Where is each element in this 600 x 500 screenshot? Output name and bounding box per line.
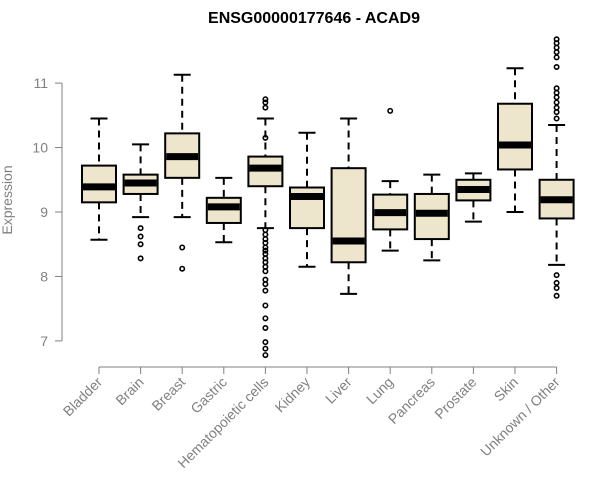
box-group: [122, 143, 159, 262]
outlier-point: [262, 247, 269, 254]
outlier-point: [387, 107, 394, 114]
iqr-box: [497, 102, 533, 171]
iqr-box: [330, 167, 367, 264]
outlier-point: [137, 225, 144, 232]
x-tick-label: Brain: [112, 374, 146, 408]
outlier-point: [262, 302, 269, 309]
box-group: [455, 172, 492, 223]
box-group: [289, 131, 325, 268]
x-tick-label: Lung: [363, 374, 396, 407]
outlier-point: [553, 279, 560, 286]
outlier-point: [137, 255, 144, 262]
outlier-point: [262, 315, 269, 322]
y-tick-label: 10: [32, 140, 48, 156]
y-tick-label: 7: [40, 333, 48, 349]
outlier-point: [262, 352, 269, 359]
outlier-point: [262, 268, 269, 275]
x-tick-label: Unknown / Other: [477, 374, 563, 460]
outlier-point: [553, 109, 560, 116]
outlier-point: [553, 285, 560, 292]
box-group: [164, 73, 201, 272]
chart-title: ENSG00000177646 - ACAD9: [208, 10, 420, 27]
outlier-point: [262, 281, 269, 288]
x-tick-label: Kidney: [272, 374, 314, 416]
outlier-point: [553, 292, 560, 299]
plot-area: [81, 36, 575, 359]
box-group: [372, 107, 409, 252]
y-tick-label: 9: [40, 204, 48, 220]
outlier-point: [553, 94, 560, 101]
x-tick-label: Skin: [491, 374, 522, 405]
outlier-point: [262, 339, 269, 346]
box-group: [247, 96, 284, 359]
outlier-point: [262, 287, 269, 294]
outlier-point: [137, 233, 144, 240]
outlier-point: [553, 115, 560, 122]
outlier-point: [553, 54, 560, 61]
box-group: [497, 67, 533, 213]
box-group: [81, 117, 117, 241]
outlier-point: [553, 272, 560, 279]
outlier-point: [262, 99, 269, 106]
outlier-point: [262, 104, 269, 111]
outlier-point: [262, 324, 269, 331]
outlier-point: [262, 345, 269, 352]
iqr-box: [205, 196, 242, 224]
outlier-point: [137, 241, 144, 248]
outlier-point: [553, 99, 560, 106]
outlier-point: [262, 244, 269, 251]
x-tick-label: Bladder: [60, 374, 106, 420]
box-group: [330, 117, 367, 295]
outlier-point: [262, 134, 269, 141]
outlier-point: [553, 49, 560, 56]
y-axis: 7 8 9 10 11: [32, 75, 63, 349]
box-group: [538, 36, 575, 299]
y-axis-label: Expression: [0, 165, 15, 234]
box-group: [205, 176, 242, 244]
outlier-point: [553, 64, 560, 71]
outlier-point: [179, 265, 186, 272]
outlier-point: [179, 244, 186, 251]
box-group: [413, 173, 450, 262]
x-tick-label: Breast: [148, 374, 188, 414]
y-tick-label: 11: [33, 75, 48, 91]
x-tick-label: Prostate: [431, 374, 479, 422]
outlier-point: [262, 96, 269, 103]
y-tick-label: 8: [40, 268, 48, 284]
x-tick-label: Liver: [322, 374, 355, 407]
